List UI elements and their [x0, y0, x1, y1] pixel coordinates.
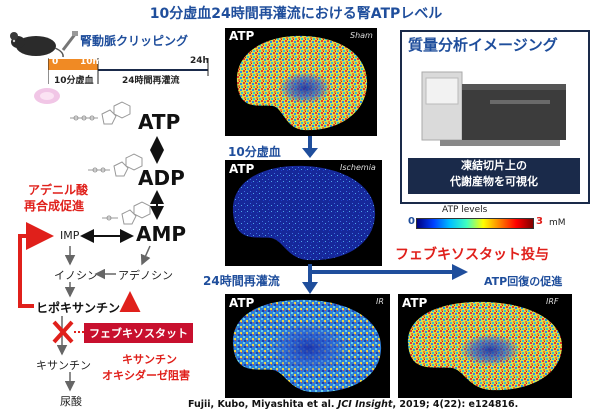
citation: Fujii, Kubo, Miyashita et al. JCI Insigh… [188, 399, 518, 410]
split-arrow [302, 264, 468, 294]
atp-label: ATP [138, 110, 181, 134]
legend-max: 3 [536, 216, 543, 227]
legend-colorbar [416, 218, 534, 229]
amp-label: AMP [136, 222, 187, 246]
ischemia-panel-label: ATP [229, 162, 255, 176]
timeline-tick-0: 0 [52, 57, 59, 67]
legend-min: 0 [408, 216, 415, 227]
irf-panel-tag: IRF [546, 297, 559, 306]
timeline-tick-10m: 10m [80, 57, 102, 67]
adenylate-resynthesis-line1: アデニル酸 [28, 183, 89, 197]
ischemia-panel-tag: Ischemia [340, 163, 376, 172]
xo-inhibition-line1: キサンチン [122, 353, 177, 366]
febuxostat-box: フェブキソスタット [84, 323, 193, 343]
atp-structure-icon [68, 100, 134, 136]
ischemia-panel [225, 160, 382, 266]
procedure-label: 腎動脈クリッピング [80, 34, 189, 48]
xo-inhibition-line2: オキシダーゼ阻害 [102, 369, 190, 382]
imaging-caption-line1: 凍結切片上の [461, 159, 527, 172]
imaging-caption-line2: 代謝産物を可視化 [450, 175, 538, 188]
sham-panel-label: ATP [229, 29, 255, 43]
ir-panel [225, 294, 390, 398]
timeline-reperfusion-label: 24時間再灌流 [122, 76, 180, 86]
reperfusion-caption: 24時間再灌流 [203, 274, 280, 288]
citation-journal: JCI Insight [337, 399, 393, 410]
pathway-arrows [18, 136, 164, 392]
ischemia-caption: 10分虚血 [228, 145, 281, 159]
sham-panel [225, 28, 377, 136]
xanthine-label: キサンチン [36, 359, 91, 372]
imaging-caption: 凍結切片上の 代謝産物を可視化 [408, 158, 580, 194]
arrow-down-1 [302, 136, 318, 158]
kidney-icon [32, 86, 62, 106]
imaging-title: 質量分析イメージング [408, 36, 558, 54]
irf-panel [398, 294, 572, 398]
febuxostat-admin-label: フェブキソスタット投与 [395, 247, 549, 263]
inosine-label: イノシン [54, 269, 98, 282]
citation-authors: Fujii, Kubo, Miyashita et al. [188, 399, 338, 410]
adp-label: ADP [138, 166, 185, 190]
adenylate-resynthesis-line2: 再合成促進 [24, 199, 85, 213]
timeline-tick-24h: 24h [190, 56, 209, 66]
page-title: 10分虚血24時間再灌流における腎ATPレベル [149, 6, 443, 22]
legend-title: ATP levels [442, 205, 488, 215]
uric-acid-label: 尿酸 [60, 395, 82, 408]
irf-panel-label: ATP [402, 296, 428, 310]
citation-rest: , 2019; 4(22): e124816. [392, 399, 519, 410]
timeline-ischemia-label: 10分虚血 [54, 76, 94, 86]
timeline [47, 56, 210, 86]
sham-panel-tag: Sham [350, 31, 373, 40]
imp-label: IMP [60, 229, 80, 242]
atp-recovery-label: ATP回復の促進 [484, 275, 563, 288]
ir-panel-label: ATP [229, 296, 255, 310]
ir-panel-tag: IR [376, 297, 384, 306]
adenosine-label: アデノシン [118, 269, 173, 282]
legend-unit: mM [549, 218, 566, 228]
ms-instrument-icon [420, 58, 570, 154]
mouse-icon [6, 30, 66, 58]
hypoxanthine-label: ヒポキサンチン [36, 301, 121, 315]
clamp-icon [60, 30, 80, 52]
adp-structure-icon [86, 152, 146, 188]
